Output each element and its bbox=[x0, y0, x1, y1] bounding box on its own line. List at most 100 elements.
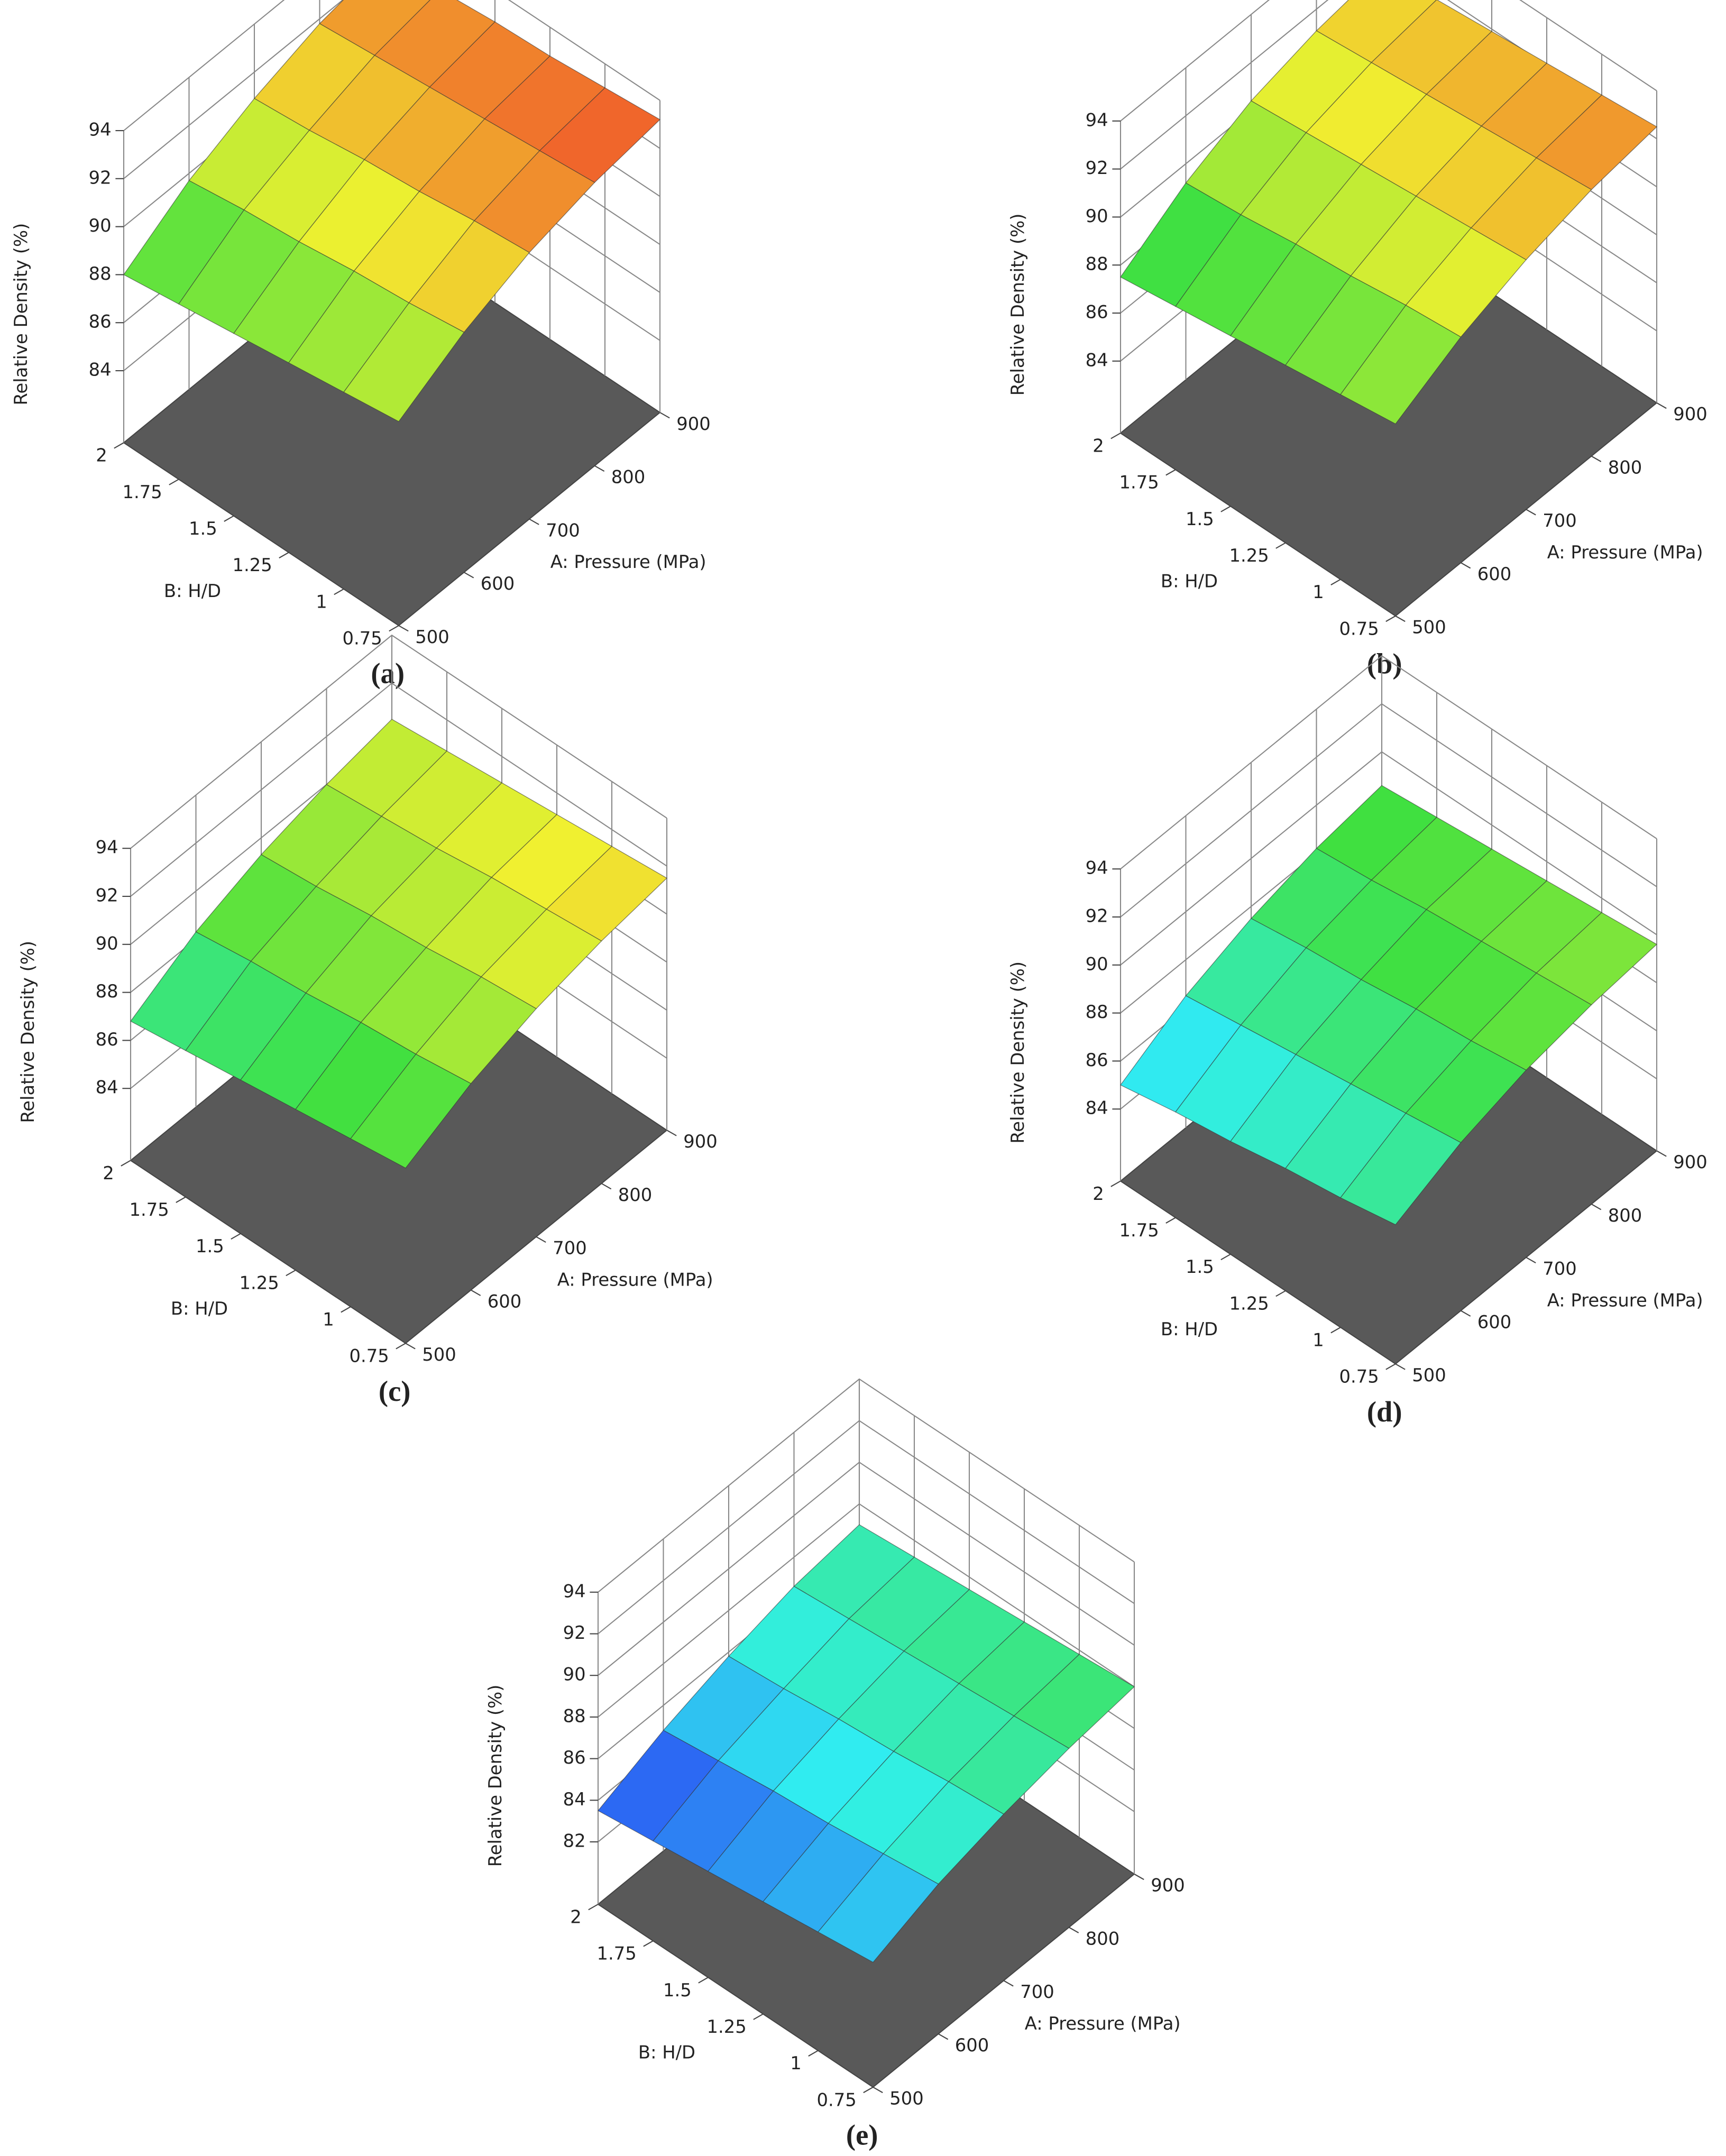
z-tick-label: 94 bbox=[96, 837, 118, 858]
z-tick-label: 90 bbox=[89, 215, 112, 236]
x-tick bbox=[470, 1289, 481, 1296]
y-axis-title: B: H/D bbox=[638, 2042, 695, 2063]
x-tick bbox=[1526, 509, 1536, 516]
panel: 500 600 700 800 900 0.75 1 1.25 1.5 1.75 2 84 86 88 90… bbox=[11, 0, 711, 690]
x-axis-title: A: Pressure (MPa) bbox=[557, 1269, 713, 1290]
x-tick-label: 600 bbox=[955, 2035, 989, 2056]
z-tick-label: 84 bbox=[89, 360, 112, 380]
y-tick bbox=[169, 479, 179, 485]
y-tick bbox=[863, 2086, 874, 2094]
z-axis-title: Relative Density (%) bbox=[485, 1685, 506, 1867]
y-tick-label: 0.75 bbox=[343, 628, 382, 649]
grid-line bbox=[598, 1461, 1135, 1676]
y-tick-label: 2 bbox=[1092, 1183, 1104, 1204]
x-tick bbox=[1656, 1150, 1667, 1157]
x-tick bbox=[666, 1130, 677, 1136]
y-tick-label: 2 bbox=[1092, 435, 1104, 456]
x-tick bbox=[601, 1183, 612, 1190]
x-tick bbox=[659, 412, 670, 419]
z-tick-label: 92 bbox=[89, 167, 112, 188]
y-tick-label: 1 bbox=[1312, 1330, 1324, 1351]
z-tick-label: 84 bbox=[1086, 350, 1108, 370]
y-tick-label: 1.25 bbox=[233, 555, 272, 575]
x-tick-label: 500 bbox=[415, 627, 449, 647]
y-tick bbox=[224, 515, 234, 522]
x-tick-label: 900 bbox=[1673, 404, 1707, 425]
y-axis-title: B: H/D bbox=[1161, 1319, 1218, 1340]
z-tick-label: 84 bbox=[1086, 1098, 1108, 1118]
x-tick-label: 500 bbox=[889, 2088, 924, 2109]
panel: 500 600 700 800 900 0.75 1 1.25 1.5 1.75 2 84 86 88 90… bbox=[1007, 655, 1707, 1428]
z-tick-label: 84 bbox=[96, 1077, 118, 1098]
x-tick-label: 900 bbox=[683, 1131, 718, 1152]
y-tick bbox=[1165, 469, 1176, 476]
grid-line bbox=[123, 0, 660, 131]
z-tick-label: 86 bbox=[563, 1747, 586, 1768]
y-tick-label: 1.5 bbox=[196, 1236, 224, 1256]
x-tick-label: 800 bbox=[1608, 457, 1642, 478]
y-axis-title: B: H/D bbox=[171, 1298, 228, 1319]
x-tick-label: 600 bbox=[481, 573, 515, 594]
x-tick-label: 500 bbox=[1412, 1365, 1446, 1386]
y-tick bbox=[279, 552, 289, 558]
y-tick-label: 0.75 bbox=[1339, 1366, 1379, 1387]
x-tick bbox=[463, 572, 474, 579]
grid-line bbox=[1120, 655, 1657, 870]
y-tick bbox=[698, 1977, 709, 1984]
x-tick-label: 600 bbox=[1477, 1311, 1512, 1332]
z-tick-label: 90 bbox=[1086, 206, 1108, 226]
y-tick bbox=[1330, 579, 1341, 585]
z-axis-title: Relative Density (%) bbox=[17, 941, 38, 1123]
surface-patch bbox=[817, 1853, 939, 1963]
x-tick bbox=[1656, 402, 1667, 409]
z-tick-label: 92 bbox=[1086, 906, 1108, 926]
y-tick bbox=[588, 1904, 599, 1911]
y-tick bbox=[389, 625, 399, 632]
x-tick bbox=[536, 1236, 546, 1243]
x-axis-title: A: Pressure (MPa) bbox=[1547, 1290, 1703, 1310]
x-tick-label: 700 bbox=[1020, 1981, 1054, 2002]
x-tick bbox=[398, 625, 409, 632]
y-tick bbox=[1330, 1327, 1341, 1334]
z-tick-label: 88 bbox=[89, 263, 112, 284]
y-axis-title: B: H/D bbox=[1161, 571, 1218, 592]
z-tick-label: 88 bbox=[96, 981, 118, 1002]
y-tick bbox=[1385, 1363, 1396, 1370]
y-tick-label: 1.75 bbox=[1119, 1220, 1159, 1241]
grid-line bbox=[1120, 751, 1657, 966]
x-axis-title: A: Pressure (MPa) bbox=[1025, 2013, 1181, 2034]
z-tick-label: 92 bbox=[563, 1622, 586, 1643]
panel-label: (e) bbox=[846, 2119, 878, 2151]
z-tick-label: 94 bbox=[563, 1581, 586, 1601]
y-tick bbox=[121, 1160, 131, 1167]
x-tick-label: 800 bbox=[1608, 1205, 1642, 1226]
y-tick bbox=[1165, 1217, 1176, 1224]
z-tick-label: 86 bbox=[96, 1029, 118, 1050]
x-tick bbox=[1460, 1310, 1471, 1317]
y-tick-label: 2 bbox=[103, 1163, 114, 1183]
x-tick bbox=[1003, 1980, 1014, 1987]
x-tick bbox=[873, 2086, 883, 2094]
y-tick bbox=[286, 1269, 296, 1277]
panel-label: (a) bbox=[371, 657, 405, 690]
y-tick-label: 1.5 bbox=[663, 1980, 692, 2001]
x-tick-label: 700 bbox=[1543, 1259, 1577, 1279]
x-tick bbox=[1395, 615, 1406, 622]
x-tick-label: 600 bbox=[488, 1291, 522, 1311]
y-tick-label: 1.5 bbox=[189, 518, 217, 539]
y-tick bbox=[114, 442, 124, 449]
x-tick bbox=[1460, 562, 1471, 569]
z-tick-label: 92 bbox=[96, 885, 118, 906]
x-tick bbox=[1591, 455, 1602, 462]
x-axis-title: A: Pressure (MPa) bbox=[1547, 542, 1703, 563]
grid-line bbox=[130, 682, 667, 897]
x-tick bbox=[1395, 1363, 1406, 1370]
y-tick-label: 1.75 bbox=[130, 1199, 169, 1220]
z-tick-label: 94 bbox=[89, 119, 112, 140]
panel-label: (d) bbox=[1367, 1396, 1402, 1428]
x-axis-title: A: Pressure (MPa) bbox=[550, 552, 706, 572]
y-tick-label: 1.5 bbox=[1186, 509, 1214, 529]
y-tick bbox=[1275, 542, 1286, 549]
